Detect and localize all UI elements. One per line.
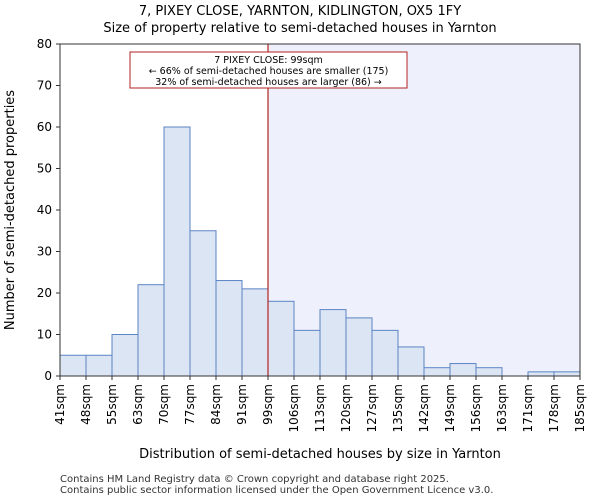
y-axis-label: Number of semi-detached properties <box>3 90 18 330</box>
bar-70sqm <box>163 126 191 377</box>
chart-title: 7, PIXEY CLOSE, YARNTON, KIDLINGTON, OX5… <box>138 4 462 19</box>
y-tick-label: 80 <box>37 37 52 51</box>
bar-99sqm <box>267 300 295 377</box>
x-tick-label: 163sqm <box>495 384 509 432</box>
x-tick-label: 99sqm <box>261 384 275 425</box>
bar-149sqm <box>449 363 477 377</box>
annotation-box <box>129 51 408 89</box>
bar-84sqm <box>215 280 243 377</box>
x-tick-label: 106sqm <box>287 384 301 432</box>
x-tick-label: 178sqm <box>547 384 561 432</box>
bar-41sqm <box>59 354 87 377</box>
x-tick-label: 63sqm <box>131 384 145 425</box>
bar-135sqm <box>397 346 425 377</box>
x-tick-label: 135sqm <box>391 384 405 432</box>
bar-77sqm <box>189 230 217 377</box>
bar-178sqm <box>553 371 581 377</box>
x-tick-label: 185sqm <box>573 384 587 432</box>
annotation-line-1: 7 PIXEY CLOSE: 99sqm <box>214 55 323 66</box>
bar-63sqm <box>137 284 165 377</box>
x-tick-label: 149sqm <box>443 384 457 432</box>
x-tick-label: 120sqm <box>339 384 353 432</box>
bar-142sqm <box>423 367 451 377</box>
footer-line-2: Contains public sector information licen… <box>60 485 494 496</box>
bar-171sqm <box>527 371 555 377</box>
y-tick-label: 40 <box>37 203 52 217</box>
x-tick-label: 91sqm <box>235 384 249 425</box>
larger-region-shade <box>268 44 580 376</box>
y-tick-label: 0 <box>44 369 52 383</box>
x-tick-label: 41sqm <box>53 384 67 425</box>
x-tick-label: 77sqm <box>183 384 197 425</box>
y-tick-label: 50 <box>37 162 52 176</box>
x-tick-label: 171sqm <box>521 384 535 432</box>
footer-line-1: Contains HM Land Registry data © Crown c… <box>60 474 449 485</box>
x-tick-label: 156sqm <box>469 384 483 432</box>
x-tick-label: 127sqm <box>365 384 379 432</box>
bar-48sqm <box>85 354 113 377</box>
y-tick-label: 60 <box>37 120 52 134</box>
y-tick-label: 20 <box>37 286 52 300</box>
bar-106sqm <box>293 329 321 377</box>
x-tick-label: 70sqm <box>157 384 171 425</box>
annotation-line-2: ← 66% of semi-detached houses are smalle… <box>149 66 389 77</box>
bar-91sqm <box>241 288 269 377</box>
y-tick-label: 10 <box>37 328 52 342</box>
y-tick-label: 70 <box>37 79 52 93</box>
chart-subtitle: Size of property relative to semi-detach… <box>103 21 497 36</box>
bar-156sqm <box>475 367 503 377</box>
bar-55sqm <box>111 334 139 377</box>
bar-120sqm <box>345 317 373 377</box>
bar-127sqm <box>371 329 399 377</box>
x-tick-label: 142sqm <box>417 384 431 432</box>
x-tick-label: 48sqm <box>79 384 93 425</box>
y-tick-label: 30 <box>37 245 52 259</box>
x-axis-label: Distribution of semi-detached houses by … <box>139 447 501 462</box>
bar-113sqm <box>319 309 347 377</box>
x-tick-label: 113sqm <box>313 384 327 432</box>
annotation-line-3: 32% of semi-detached houses are larger (… <box>155 77 382 88</box>
x-tick-label: 55sqm <box>105 384 119 425</box>
x-tick-label: 84sqm <box>209 384 223 425</box>
